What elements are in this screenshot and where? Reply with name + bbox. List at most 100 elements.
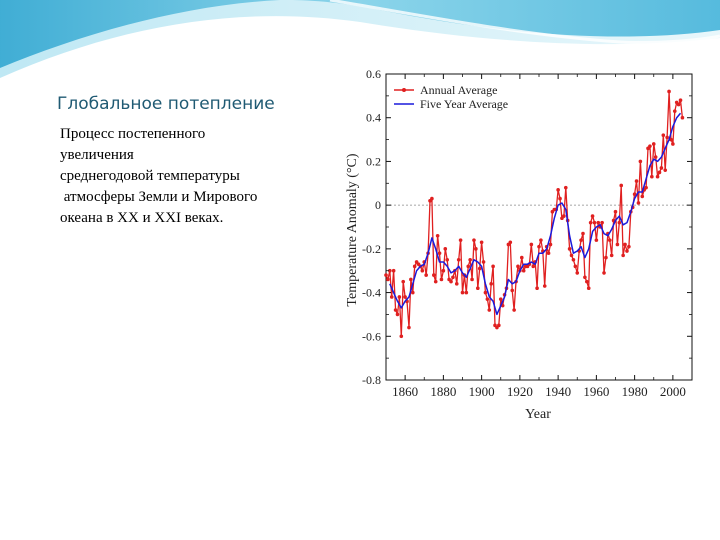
annual-average-point: [464, 290, 469, 295]
annual-average-point: [619, 183, 624, 188]
annual-average-point: [562, 214, 566, 218]
body-line: среднегодовой температуры: [60, 168, 240, 184]
y-tick-label: 0: [375, 198, 381, 212]
annual-average-point: [602, 271, 606, 275]
annual-average-point: [401, 279, 406, 284]
annual-average-point: [575, 271, 580, 275]
annual-average-point: [663, 168, 668, 172]
annual-average-point: [389, 295, 394, 299]
annual-average-point: [430, 196, 434, 201]
annual-average-point: [393, 308, 398, 312]
annual-average-point: [454, 282, 459, 286]
annual-average-point: [474, 247, 478, 251]
slide-body: Процесс постепенного увеличения среднего…: [60, 124, 330, 229]
annual-average-point: [581, 231, 585, 236]
annual-average-point: [519, 255, 524, 260]
annual-average-point: [590, 214, 595, 218]
annual-average-point: [399, 334, 404, 339]
y-tick-label: 0.2: [366, 154, 381, 168]
annual-average-point: [451, 275, 455, 280]
x-tick-label: 1920: [507, 384, 533, 399]
annual-average-point: [466, 264, 471, 269]
banner-wave-highlight: [329, 0, 720, 45]
annual-average-point: [460, 290, 465, 295]
x-tick-label: 2000: [660, 384, 686, 399]
annual-average-point: [439, 277, 444, 282]
annual-average-point: [583, 275, 587, 280]
annual-average-point: [600, 220, 604, 225]
annual-average-point: [636, 201, 641, 205]
legend-label: Five Year Average: [420, 97, 508, 111]
x-tick-label: 1980: [622, 384, 648, 399]
legend-marker: [402, 88, 406, 92]
annual-average-point: [627, 244, 631, 249]
annual-average-point: [512, 308, 516, 312]
annual-average-point: [410, 290, 415, 295]
annual-average-point: [458, 238, 463, 242]
annual-average-point: [586, 286, 591, 290]
annual-average-point: [498, 297, 503, 301]
annual-average-point: [542, 284, 547, 288]
annual-average-point: [617, 220, 622, 225]
annual-average-point: [634, 179, 639, 183]
x-tick-label: 1900: [469, 384, 495, 399]
annual-average-point: [508, 240, 513, 245]
annual-average-point: [546, 251, 551, 256]
y-tick-label: -0.8: [362, 373, 381, 387]
body-line: атмосферы Земли и Мирового: [60, 189, 258, 205]
annual-average-point: [621, 253, 625, 258]
annual-average-point: [596, 220, 601, 225]
slide-title: Глобальное потепление: [57, 94, 275, 114]
annual-average-point: [403, 295, 407, 299]
annual-average-point: [491, 264, 495, 269]
annual-average-point: [433, 279, 438, 284]
annual-average-point: [481, 260, 486, 264]
annual-average-point: [638, 159, 643, 164]
annual-average-point: [535, 286, 539, 290]
annual-average-point: [672, 109, 677, 113]
x-tick-label: 1880: [430, 384, 456, 399]
annual-average-point: [479, 240, 484, 245]
annual-average-point: [424, 273, 428, 277]
annual-average-point: [651, 142, 656, 146]
annual-average-point: [680, 115, 685, 120]
annual-average-point: [665, 135, 669, 140]
annual-average-point: [476, 286, 480, 290]
annual-average-point: [640, 194, 645, 199]
five-year-average-line: [389, 112, 682, 316]
annual-average-point: [456, 257, 461, 262]
annual-average-point: [650, 174, 654, 179]
annual-average-point: [607, 238, 612, 242]
annual-average-point: [397, 295, 402, 299]
annual-average-point: [391, 268, 396, 273]
annual-average-point: [573, 264, 578, 269]
annual-average-point: [653, 155, 658, 159]
annual-average-point: [445, 257, 449, 262]
annual-average-point: [485, 297, 490, 301]
annual-average-point: [449, 279, 453, 284]
annual-average-point: [510, 288, 515, 293]
y-tick-label: -0.4: [362, 286, 381, 300]
header-banner: [0, 0, 720, 78]
annual-average-point: [441, 268, 446, 273]
annual-average-point: [592, 220, 597, 225]
annual-average-point: [489, 282, 493, 286]
annual-average-point: [470, 277, 474, 282]
annual-average-point: [563, 185, 568, 190]
annual-average-point: [594, 238, 599, 242]
annual-average-point: [585, 279, 589, 284]
annual-average-point: [556, 188, 560, 192]
y-tick-label: 0.6: [366, 67, 381, 81]
annual-average-point: [407, 325, 411, 330]
annual-average-point: [537, 244, 541, 249]
annual-average-point: [625, 249, 629, 253]
annual-average-point: [579, 238, 583, 242]
annual-average-point: [657, 170, 662, 175]
annual-average-point: [483, 290, 488, 295]
x-axis-label: Year: [525, 407, 551, 422]
legend-label: Annual Average: [420, 83, 497, 97]
y-tick-label: 0.4: [366, 111, 381, 125]
body-line: Процесс постепенного: [60, 126, 206, 142]
annual-average-point: [516, 264, 520, 269]
